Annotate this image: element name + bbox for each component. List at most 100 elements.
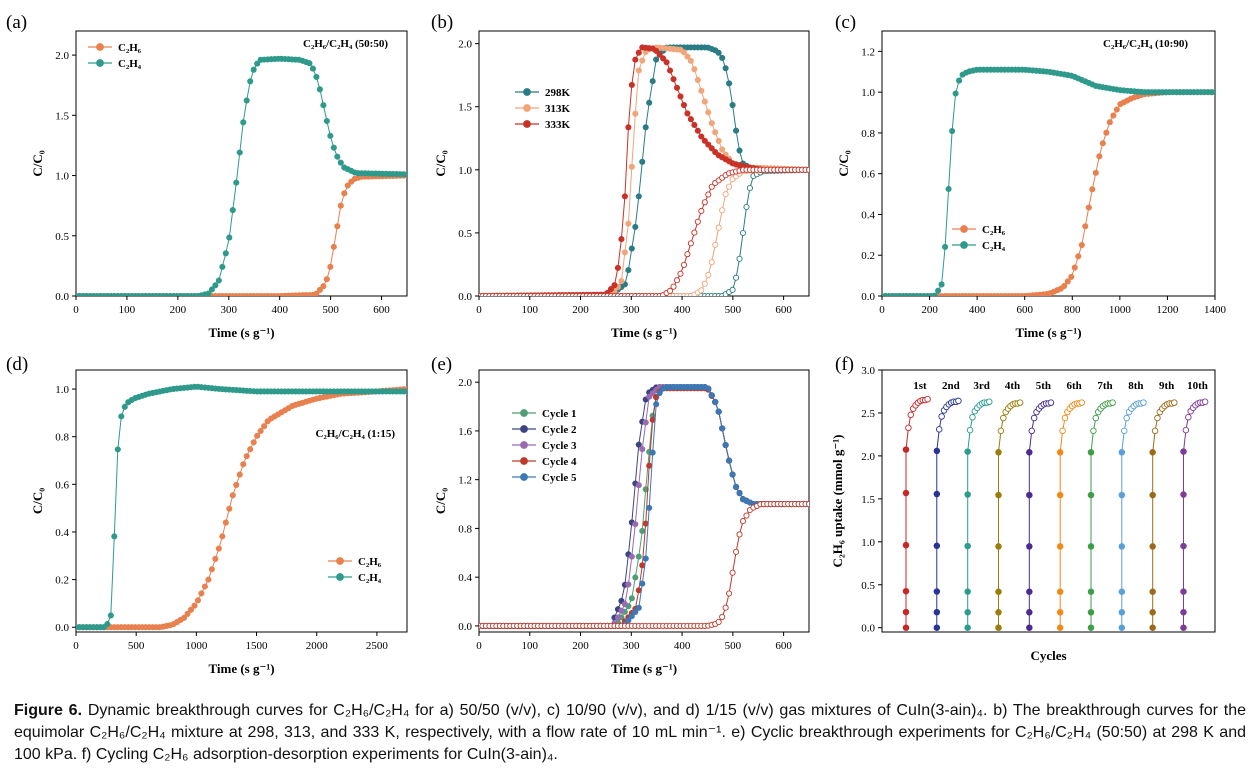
x-tick-label: 0 <box>73 304 79 316</box>
x-axis-label: Time (s g⁻¹) <box>611 325 677 340</box>
data-point <box>247 78 254 85</box>
y-axis-label: C/C₀ <box>836 150 851 176</box>
data-point <box>995 588 1002 596</box>
data-point <box>708 145 715 152</box>
y-tick-label: 1.5 <box>458 102 472 114</box>
data-point <box>708 120 715 127</box>
series-line <box>76 175 407 296</box>
data-point <box>226 505 233 512</box>
panel-c: (c) 0 200 400 600 800 1000 1200 1400 0.0 0.2 0.4 0.6… <box>835 12 1227 340</box>
data-point <box>712 129 719 136</box>
data-point <box>743 203 750 211</box>
data-point <box>236 471 243 478</box>
panel-label: (f) <box>835 354 854 375</box>
legend-marker <box>520 473 528 481</box>
panel-label: (d) <box>6 354 28 375</box>
data-point <box>902 624 910 631</box>
data-point <box>715 618 722 625</box>
data-point <box>229 207 236 214</box>
data-point <box>1056 543 1064 550</box>
plot-frame <box>75 30 408 297</box>
data-point <box>902 541 910 549</box>
y-axis-label: C/C₀ <box>433 488 448 514</box>
data-point <box>1087 588 1095 596</box>
x-tick-label: 600 <box>373 304 390 316</box>
y-tick-label: 0.8 <box>55 432 69 444</box>
data-point <box>240 461 247 468</box>
data-point <box>309 65 316 72</box>
data-point <box>205 290 212 296</box>
data-point <box>1149 588 1156 596</box>
legend-label: Cycle 1 <box>542 408 577 420</box>
data-point <box>621 601 628 608</box>
legend-label: 333K <box>545 119 571 131</box>
x-tick-label: 500 <box>128 640 145 652</box>
data-point <box>995 624 1002 631</box>
x-tick-label: 100 <box>522 304 539 316</box>
data-point <box>694 127 701 134</box>
data-point <box>653 47 660 54</box>
data-point <box>257 427 264 435</box>
panel-d: (d) 0 500 1000 1500 2000 2500 0.0 0.2 0.4 0.6 0.8 1.… <box>6 354 408 676</box>
data-point <box>316 86 323 93</box>
legend-marker <box>960 225 968 233</box>
data-point <box>635 553 642 560</box>
data-point <box>733 548 740 555</box>
x-tick-label: 1000 <box>1109 304 1132 316</box>
x-axis-label: Time (s g⁻¹) <box>1015 325 1081 340</box>
data-point <box>743 512 750 519</box>
data-point <box>1103 129 1110 136</box>
data-point <box>736 147 743 154</box>
data-point <box>614 264 621 271</box>
data-point <box>607 286 615 293</box>
data-point <box>698 207 705 215</box>
y-tick-label: 1.0 <box>458 165 472 177</box>
x-tick-label: 200 <box>572 640 589 652</box>
y-tick-label: 0.0 <box>861 623 875 635</box>
legend-label: Cycle 4 <box>542 456 577 468</box>
data-point <box>729 569 736 576</box>
data-point <box>1056 588 1064 596</box>
cycle-line <box>1183 401 1206 628</box>
data-point <box>687 240 694 247</box>
data-point <box>184 610 191 617</box>
series-line <box>882 91 1215 296</box>
data-point <box>1030 414 1038 422</box>
series-333K C₂H₆ <box>479 166 809 296</box>
data-point <box>1149 609 1156 616</box>
y-tick-label: 1.0 <box>861 537 875 549</box>
data-point <box>327 263 334 270</box>
data-point <box>995 449 1002 456</box>
data-point <box>701 280 708 287</box>
cycle-label: 5th <box>1036 380 1051 392</box>
data-point <box>1071 264 1078 271</box>
data-point <box>1140 399 1147 406</box>
data-point <box>1096 153 1103 160</box>
legend-marker <box>520 457 528 465</box>
data-point <box>646 504 653 511</box>
data-point <box>222 250 229 257</box>
y-tick-label: 0.8 <box>861 128 875 140</box>
data-point <box>121 403 128 410</box>
data-point <box>733 274 740 281</box>
plot-frame <box>75 369 408 633</box>
data-point <box>611 282 618 289</box>
data-point <box>1087 449 1095 456</box>
y-tick-label: 2.0 <box>861 451 875 463</box>
data-point <box>956 77 963 84</box>
y-axis-label: C/C₀ <box>30 488 45 514</box>
data-point <box>701 98 708 105</box>
data-point <box>247 446 254 453</box>
data-point <box>907 411 915 419</box>
data-point <box>719 613 726 620</box>
data-point <box>949 127 956 135</box>
data-point <box>684 53 691 60</box>
data-point <box>635 604 642 611</box>
series-C₂H₆ cycles <box>479 500 809 629</box>
data-point <box>628 595 635 602</box>
series-C₂H₄ <box>76 55 407 296</box>
data-point <box>625 124 632 131</box>
data-point <box>739 518 747 525</box>
data-point <box>1026 609 1033 616</box>
data-point <box>635 193 642 200</box>
